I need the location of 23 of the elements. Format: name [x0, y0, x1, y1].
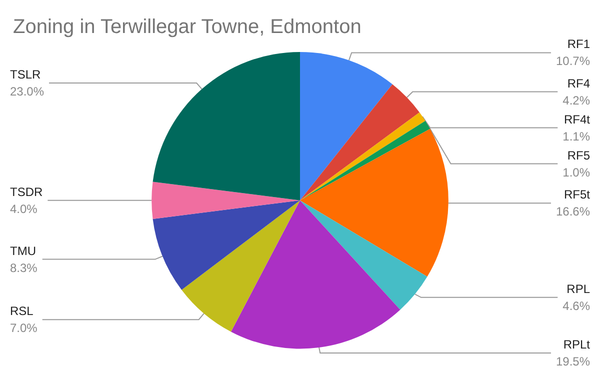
slice-label: RF4	[567, 76, 590, 90]
data-label: 23.0%	[10, 84, 44, 99]
slice-label: RPLt	[563, 338, 591, 352]
slice-label: RF4t	[564, 112, 591, 126]
slice-label: TSDR	[10, 184, 43, 199]
data-label: 4.2%	[562, 93, 590, 108]
slice-label: RF5	[567, 148, 590, 162]
slice-label: TMU	[10, 244, 36, 258]
data-label: 19.5%	[556, 354, 590, 368]
slice-label: RSL	[10, 304, 34, 318]
slice-label: RF5t	[564, 188, 591, 202]
data-label: 4.6%	[562, 298, 590, 313]
data-label: 1.0%	[562, 165, 590, 180]
data-label: 4.0%	[10, 202, 38, 216]
slice-label: TSLR	[10, 68, 42, 82]
slice-label: RPL	[566, 282, 590, 296]
chart-title: Zoning in Terwillegar Towne, Edmonton	[13, 16, 362, 38]
data-label: 7.0%	[10, 321, 38, 336]
data-label: 1.1%	[562, 129, 590, 144]
data-label: 10.7%	[556, 54, 590, 68]
slice-label: RF1	[567, 37, 590, 52]
data-label: 8.3%	[10, 260, 38, 275]
data-label: 16.6%	[556, 204, 590, 219]
